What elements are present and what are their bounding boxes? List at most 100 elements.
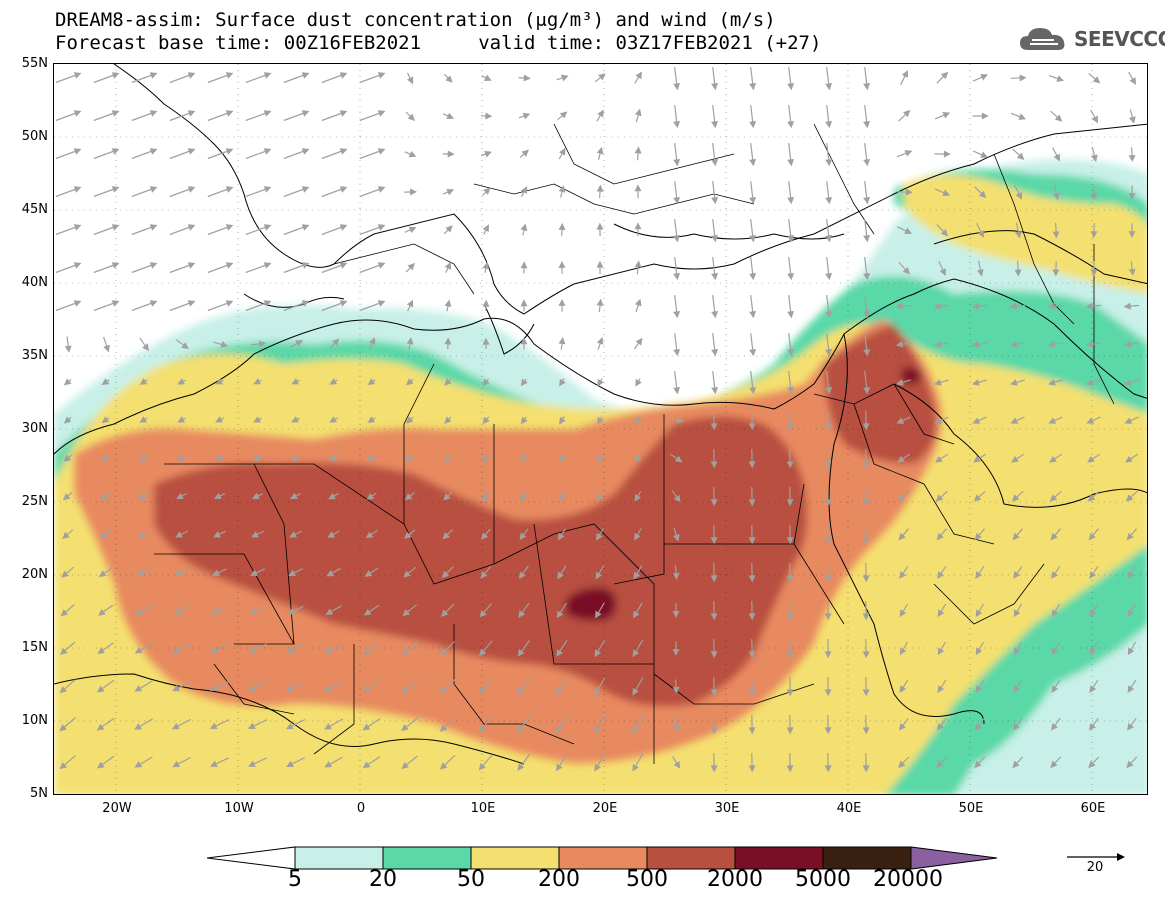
wind-arrow-head: [287, 608, 295, 615]
lon-label: 20W: [102, 801, 132, 816]
wind-arrow-head: [519, 532, 527, 541]
wind-arrow-head: [974, 723, 982, 731]
wind-arrow-head: [634, 184, 642, 192]
wind-arrow-head: [1091, 115, 1099, 124]
wind-arrow-head: [111, 300, 120, 307]
wind-arrow-head: [711, 386, 719, 395]
wind-arrow-head: [187, 148, 196, 155]
wind-arrow-head: [290, 454, 299, 461]
wind-arrow-head: [291, 378, 299, 385]
dust-map[interactable]: [53, 63, 1148, 795]
wind-arrow-head: [73, 148, 82, 155]
cloud-logo-icon: [1020, 28, 1065, 50]
wind-arrow-head: [897, 455, 905, 463]
colorbar-lower-triangle: [207, 846, 296, 870]
wind-arrow-head: [825, 196, 833, 205]
wind-arrow-head: [862, 461, 870, 469]
wind-arrow-head: [710, 499, 718, 507]
wind-arrow-head: [825, 310, 833, 319]
wind-arrow-head: [377, 148, 386, 155]
wind-arrow-head: [172, 646, 181, 653]
wind-arrow-head: [555, 763, 563, 772]
lat-label: 15N: [21, 640, 48, 655]
wind-arrow-head: [672, 724, 680, 732]
wind-arrow-head: [445, 75, 453, 83]
wind-arrow-head: [863, 310, 871, 319]
wind-arrow-head: [672, 686, 680, 694]
wind-arrow-head: [367, 416, 376, 424]
wind-arrow-head: [672, 648, 680, 656]
wind-arrow-head: [250, 569, 258, 576]
lon-label: 10E: [470, 801, 496, 816]
wind-arrow-head: [972, 379, 980, 386]
wind-arrow-head: [937, 609, 945, 618]
wind-arrow-head: [634, 146, 642, 154]
colorbar-bin: [734, 846, 824, 870]
wind-arrow-head: [1010, 417, 1019, 424]
wind-arrow-head: [977, 230, 984, 238]
wind-arrow-head: [138, 454, 147, 461]
wind-arrow-head: [339, 110, 348, 117]
wind-arrow-head: [517, 725, 525, 734]
wind-arrow-head: [301, 186, 310, 193]
colorbar-label: 200: [538, 867, 580, 892]
wind-arrow-head: [215, 416, 223, 423]
wind-arrow-head: [406, 337, 414, 345]
wind-arrow-head: [635, 416, 642, 425]
wind-arrow-head: [596, 298, 604, 307]
wind-arrow-head: [937, 685, 945, 694]
wind-arrow-head: [935, 455, 943, 463]
wind-arrow-head: [786, 499, 794, 507]
wind-arrow-head: [363, 608, 372, 616]
lat-label: 50N: [21, 129, 48, 144]
wind-arrow-head: [328, 454, 337, 461]
wind-arrow-head: [177, 378, 185, 385]
lon-label: 40E: [836, 801, 862, 816]
wind-arrow-head: [367, 378, 376, 385]
lon-label: 30E: [714, 801, 740, 816]
wind-arrow-head: [558, 185, 566, 193]
wind-arrow-head: [973, 494, 982, 502]
wind-arrow-head: [60, 609, 69, 617]
wind-arrow-head: [1010, 379, 1018, 386]
wind-arrow-head: [825, 272, 833, 281]
country-borders: [154, 123, 1115, 764]
wind-arrow-head: [377, 186, 386, 193]
wind-arrow-head: [596, 532, 603, 541]
wind-arrow-head: [149, 186, 158, 193]
wind-arrow-head: [824, 613, 832, 621]
lat-label: 30N: [21, 421, 48, 436]
wind-arrow-head: [862, 537, 870, 545]
wind-arrow-head: [1050, 760, 1058, 769]
wind-arrow-head: [301, 300, 310, 307]
wind-arrow-head: [749, 196, 757, 205]
wind-arrow-head: [96, 761, 105, 769]
wind-arrow-head: [1013, 647, 1021, 656]
wind-arrow-head: [711, 82, 719, 91]
wind-arrow-head: [339, 262, 348, 269]
wind-arrow-head: [1013, 685, 1021, 694]
wind-arrow-head: [824, 689, 832, 697]
wind-arrow-head: [980, 74, 989, 81]
wind-arrow-head: [862, 765, 870, 773]
colorbar-label: 5000: [795, 867, 851, 892]
wind-arrow-head: [225, 110, 234, 117]
wind-arrow-head: [328, 492, 336, 500]
wind-arrow-head: [73, 224, 82, 231]
wind-arrow-head: [901, 70, 909, 78]
wind-arrow-head: [73, 186, 82, 193]
wind-arrow-head: [749, 158, 757, 167]
wind-arrow-head: [247, 722, 256, 730]
wind-arrow-head: [73, 262, 82, 269]
wind-arrow-head: [263, 224, 272, 231]
wind-arrow-head: [213, 531, 221, 538]
wind-arrow-head: [1125, 455, 1133, 463]
wind-arrow-head: [483, 74, 492, 81]
wind-arrow-head: [898, 760, 906, 769]
wind-arrow-head: [825, 120, 833, 129]
wind-arrow-head: [748, 651, 756, 659]
wind-arrow-head: [748, 575, 756, 583]
wind-arrow-head: [673, 310, 681, 319]
wind-arrow-head: [824, 499, 832, 507]
wind-arrow-head: [899, 685, 907, 694]
